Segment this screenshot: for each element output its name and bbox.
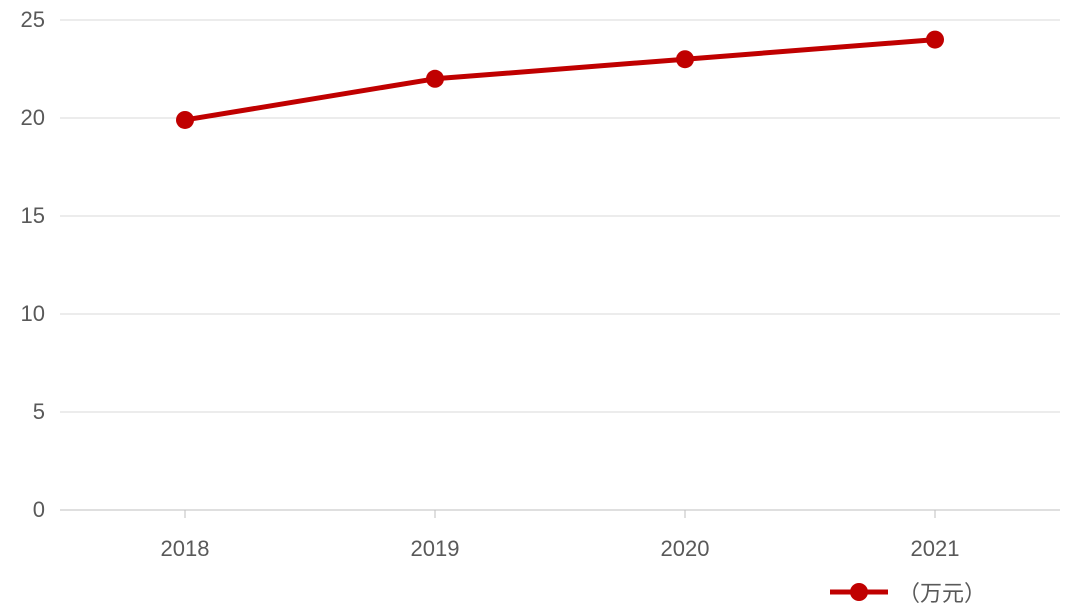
series-marker [426, 70, 444, 88]
series-marker [676, 50, 694, 68]
x-tick-label: 2020 [661, 536, 710, 562]
series-marker [926, 31, 944, 49]
y-tick-label: 25 [21, 7, 45, 33]
x-tick-label: 2018 [161, 536, 210, 562]
legend-label: （万元） [898, 576, 986, 608]
x-tick-label: 2019 [411, 536, 460, 562]
x-tick-label: 2021 [911, 536, 960, 562]
y-tick-label: 15 [21, 203, 45, 229]
y-tick-label: 20 [21, 105, 45, 131]
series-marker [176, 111, 194, 129]
y-tick-label: 5 [33, 399, 45, 425]
line-chart: 0 5 10 15 20 25 2018 2019 2020 2021 （万元） [0, 0, 1080, 613]
chart-svg [0, 0, 1080, 613]
chart-legend: （万元） [830, 576, 986, 608]
y-tick-label: 10 [21, 301, 45, 327]
series-line [185, 40, 935, 120]
y-tick-label: 0 [33, 497, 45, 523]
